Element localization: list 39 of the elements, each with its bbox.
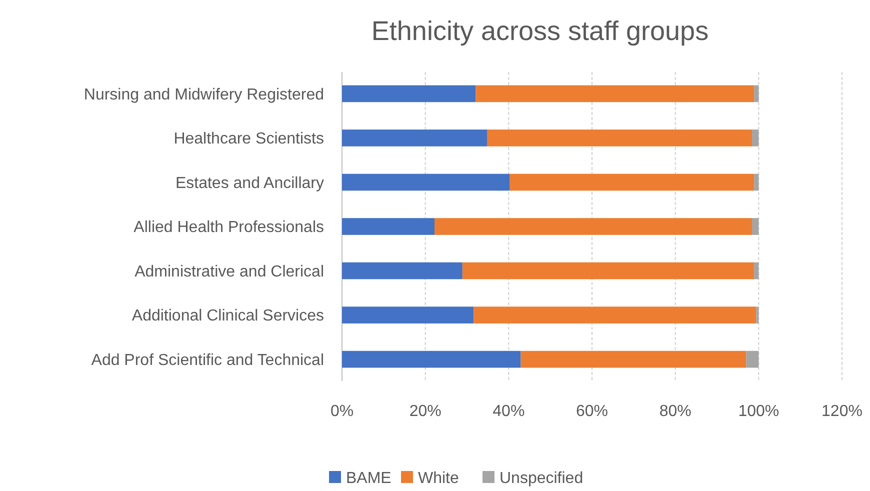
bar — [474, 306, 756, 324]
x-tick-label: 100% — [738, 403, 780, 420]
bar — [342, 262, 462, 280]
bar — [752, 218, 759, 235]
y-tick-label: Allied Health Professionals — [134, 219, 324, 236]
bar — [342, 174, 510, 191]
bar — [342, 306, 474, 324]
legend-label: White — [418, 470, 459, 487]
bar — [342, 218, 434, 235]
x-tick-label: 120% — [822, 403, 862, 420]
bar — [754, 174, 759, 191]
bar — [520, 350, 746, 368]
bar — [342, 85, 476, 102]
y-tick-label: Healthcare Scientists — [174, 130, 324, 148]
bar — [752, 130, 759, 146]
chart-title: Ethnicity across staff groups — [371, 16, 709, 46]
y-tick-label: Estates and Ancillary — [175, 174, 324, 192]
x-tick-label: 60% — [576, 403, 608, 420]
y-tick-label: Nursing and Midwifery Registered — [84, 86, 324, 104]
legend-label: BAME — [346, 470, 392, 487]
bar — [462, 262, 754, 280]
x-tick-label: 20% — [409, 403, 442, 420]
bar — [754, 85, 759, 102]
x-tick-label: 80% — [659, 403, 692, 420]
bar — [342, 130, 487, 146]
bar — [487, 130, 752, 146]
bar — [342, 350, 521, 368]
y-tick-label: Administrative and Clerical — [134, 263, 324, 280]
y-tick-label: Add Prof Scientific and Technical — [91, 352, 324, 369]
x-tick-label: 40% — [492, 403, 525, 420]
y-tick-label: Additional Clinical Services — [132, 308, 324, 325]
bar — [754, 262, 759, 280]
bar — [434, 218, 752, 235]
bar — [746, 350, 759, 368]
bar — [476, 85, 754, 102]
bar — [510, 174, 754, 191]
x-tick-label: 0% — [330, 403, 354, 420]
bar — [756, 306, 759, 324]
legend-label: Unspecified — [500, 470, 584, 487]
